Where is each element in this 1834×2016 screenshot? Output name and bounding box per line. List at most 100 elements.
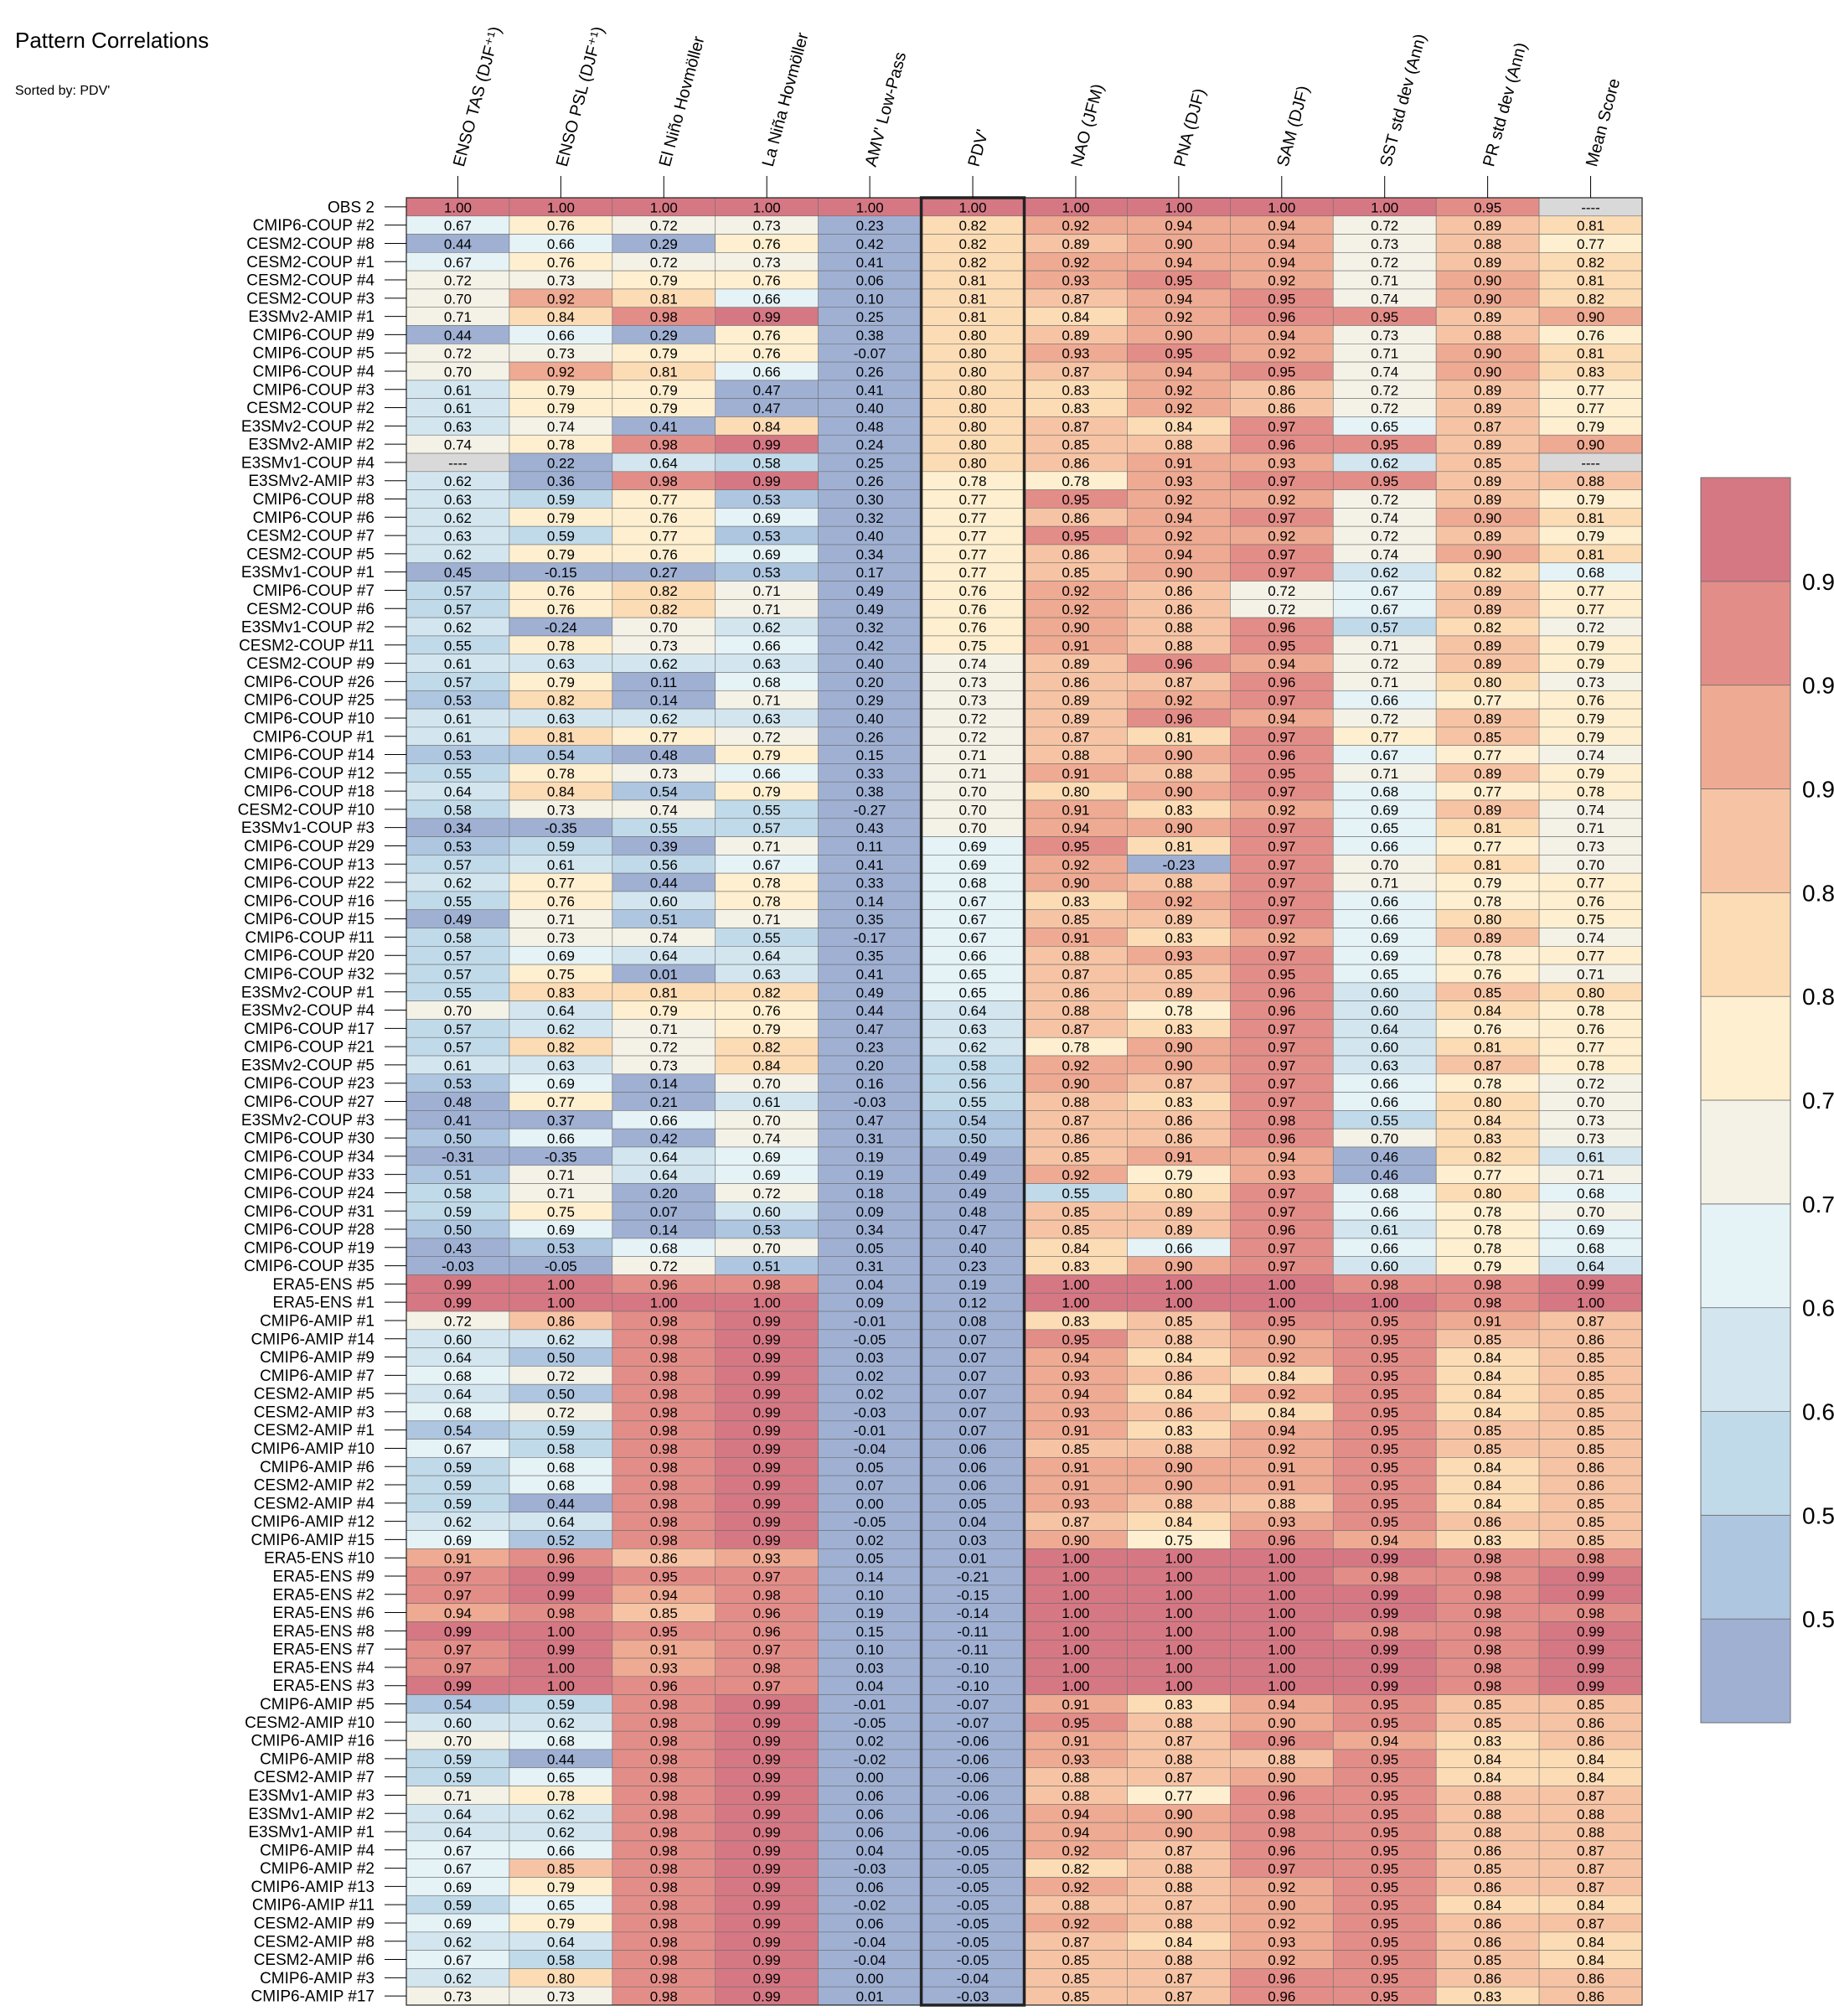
cell-value: 0.67	[1371, 747, 1398, 763]
cell-value: 0.34	[444, 820, 472, 836]
cell-value: 1.00	[1062, 1660, 1089, 1676]
cell-value: 1.00	[1062, 199, 1089, 215]
cell-value: 0.80	[1474, 912, 1501, 928]
cell-value: 0.62	[444, 876, 472, 892]
column-label-enso-psl-djf: ENSO PSL (DJF⁺¹)	[553, 24, 608, 168]
cell-value: 0.95	[1371, 1989, 1398, 2005]
cell-value: 0.19	[856, 1605, 884, 1621]
cell-value: 0.98	[650, 1460, 678, 1476]
cell-value: 0.95	[1371, 1368, 1398, 1384]
cell-value: 0.70	[753, 1076, 781, 1092]
cell-value: 0.44	[547, 1751, 575, 1767]
cell-value: 0.67	[444, 218, 472, 234]
cell-value: 0.55	[444, 638, 472, 654]
cell-value: 0.77	[547, 1094, 575, 1110]
cell-value: 0.91	[1165, 455, 1192, 471]
cell-value: ----	[1581, 455, 1600, 471]
cell-value: 0.88	[1062, 1788, 1089, 1804]
cell-value: 0.81	[650, 985, 678, 1000]
cell-value: -0.11	[957, 1642, 989, 1658]
cell-value: 0.98	[650, 1952, 678, 1968]
cell-value: 0.84	[1474, 1898, 1501, 1914]
cell-value: 0.07	[958, 1350, 986, 1366]
cell-value: 0.88	[1062, 1770, 1089, 1786]
cell-value: 0.66	[547, 328, 575, 344]
cell-value: 0.63	[547, 1057, 575, 1073]
cell-value: 0.76	[1474, 967, 1501, 983]
cell-value: 0.79	[1474, 876, 1501, 892]
cell-value: 0.53	[753, 529, 781, 545]
cell-value: 0.51	[753, 1259, 781, 1274]
row-label: E3SMv2-COUP #3	[241, 1112, 375, 1129]
cell-value: 0.96	[1268, 437, 1295, 453]
cell-value: 0.95	[1062, 1715, 1089, 1731]
cell-value: 0.93	[1268, 455, 1295, 471]
cell-value: -0.02	[854, 1898, 886, 1914]
cell-value: 0.85	[1474, 1697, 1501, 1713]
cell-value: 0.92	[1062, 218, 1089, 234]
cell-value: 0.71	[753, 693, 781, 709]
cell-value: 0.61	[547, 857, 575, 873]
cell-value: 0.98	[1474, 1587, 1501, 1603]
cell-value: 0.09	[856, 1204, 884, 1220]
cell-value: 0.77	[958, 565, 986, 581]
cell-value: 0.62	[444, 473, 472, 489]
cell-value: 0.37	[547, 1113, 575, 1129]
cell-value: 0.50	[444, 1131, 472, 1147]
cell-value: 0.85	[1474, 985, 1501, 1000]
cell-value: 0.81	[1577, 218, 1604, 234]
cell-value: 0.99	[547, 1587, 575, 1603]
cell-value: 0.53	[753, 565, 781, 581]
cell-value: 0.77	[958, 546, 986, 562]
cell-value: 1.00	[1062, 1624, 1089, 1640]
row-label: CESM2-AMIP #8	[254, 1933, 375, 1951]
cell-value: 0.63	[958, 1021, 986, 1037]
cell-value: 0.02	[856, 1533, 884, 1548]
cell-value: 0.98	[1474, 1660, 1501, 1676]
row-label: CMIP6-AMIP #8	[260, 1750, 375, 1768]
colorbar-segment	[1700, 581, 1791, 686]
row-label: CESM2-AMIP #9	[254, 1915, 375, 1932]
cell-value: 0.88	[1062, 1094, 1089, 1110]
cell-value: 0.92	[1165, 693, 1192, 709]
cell-value: 0.62	[444, 1514, 472, 1530]
cell-value: 0.76	[753, 328, 781, 344]
cell-value: 0.86	[547, 1313, 575, 1329]
cell-value: 0.24	[856, 437, 884, 453]
cell-value: 0.95	[1268, 766, 1295, 782]
cell-value: -0.06	[957, 1751, 989, 1767]
cell-value: 0.95	[1371, 1478, 1398, 1494]
cell-value: 0.64	[650, 1167, 678, 1183]
cell-value: 0.53	[444, 747, 472, 763]
cell-value: 0.80	[1474, 675, 1501, 690]
colorbar-tick-label: 0.6	[1802, 1399, 1834, 1425]
cell-value: 0.71	[650, 1021, 678, 1037]
cell-value: 0.91	[1474, 1313, 1501, 1329]
cell-value: 0.98	[650, 1715, 678, 1731]
row-label: CMIP6-COUP #32	[244, 966, 375, 984]
cell-value: 0.64	[444, 1350, 472, 1366]
colorbar-segment	[1700, 685, 1791, 789]
cell-value: 0.99	[444, 1624, 472, 1640]
cell-value: 0.84	[1165, 1934, 1192, 1950]
cell-value: 0.84	[1474, 1387, 1501, 1403]
cell-value: 0.36	[547, 473, 575, 489]
cell-value: 0.93	[1268, 1167, 1295, 1183]
cell-value: 1.00	[1165, 1295, 1192, 1311]
cell-value: 0.64	[753, 949, 781, 964]
row-label: CMIP6-COUP #20	[244, 948, 375, 965]
cell-value: 0.61	[444, 729, 472, 745]
cell-value: 0.67	[444, 1861, 472, 1877]
cell-value: 0.86	[1165, 583, 1192, 599]
cell-value: 0.09	[856, 1295, 884, 1311]
cell-value: 0.50	[547, 1350, 575, 1366]
cell-value: 0.95	[1371, 437, 1398, 453]
cell-value: -0.04	[854, 1441, 886, 1457]
cell-value: 0.96	[1165, 711, 1192, 726]
cell-value: 0.67	[1371, 583, 1398, 599]
cell-value: 0.91	[1062, 930, 1089, 946]
cell-value: 0.70	[444, 291, 472, 307]
cell-value: 0.90	[1268, 1715, 1295, 1731]
cell-value: 0.50	[958, 1131, 986, 1147]
cell-value: 0.97	[1268, 729, 1295, 745]
